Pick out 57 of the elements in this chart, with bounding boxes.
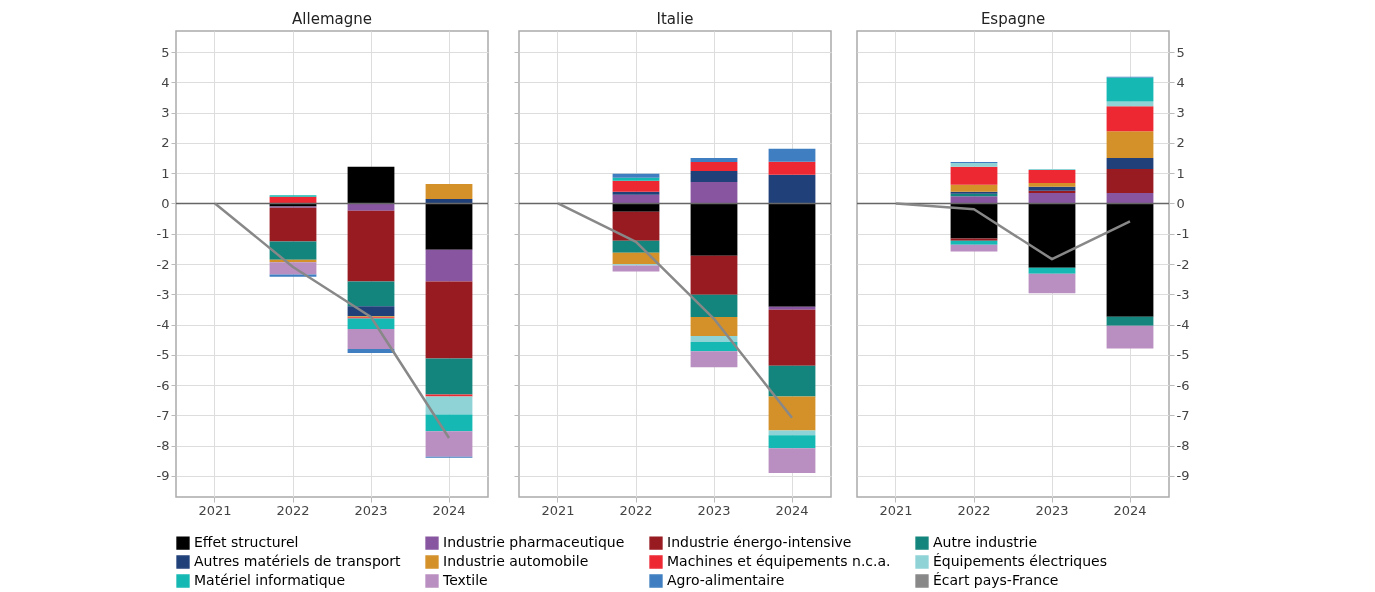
y2-tick-label: -8	[1176, 438, 1190, 454]
chart-title: Allemagne	[292, 10, 372, 28]
y-tick-label: 4	[161, 74, 170, 90]
y-tick-label: 3	[161, 105, 170, 121]
y2-tick-label: -1	[1176, 226, 1190, 242]
y-tick-label: 2	[161, 135, 170, 151]
legend-label: Textile	[442, 572, 488, 588]
y2-tick-label: -2	[1176, 256, 1190, 272]
y-tick-label: -5	[156, 347, 170, 363]
y-tick-label: -2	[156, 256, 170, 272]
y2-tick-label: -6	[1176, 377, 1190, 393]
y2-tick-label: -7	[1176, 407, 1190, 423]
y2-tick-label: -5	[1176, 347, 1190, 363]
y2-tick-label: -4	[1176, 317, 1190, 333]
y-tick-label: -8	[156, 438, 170, 454]
legend-label: Équipements électriques	[933, 553, 1107, 569]
x-tick-label: 2022	[619, 502, 653, 518]
legend-label: Industrie automobile	[443, 553, 589, 569]
legend-label: Autres matériels de transport	[194, 553, 402, 569]
x-tick-label: 2021	[879, 502, 913, 518]
legend-label: Industrie pharmaceutique	[443, 534, 625, 551]
chart-title: Italie	[656, 10, 694, 28]
x-tick-label: 2023	[697, 502, 731, 518]
y-tick-label: -6	[156, 377, 170, 393]
legend-label: Matériel informatique	[194, 572, 346, 588]
y2-tick-label: 4	[1176, 74, 1185, 90]
y-tick-label: -7	[156, 407, 170, 423]
y2-tick-label: 5	[1176, 44, 1185, 60]
x-tick-label: 2023	[354, 502, 388, 518]
legend-label: Industrie énergo-intensive	[667, 534, 852, 551]
x-tick-label: 2023	[1035, 502, 1069, 518]
x-tick-label: 2021	[541, 502, 575, 518]
legend-label: Agro-alimentaire	[667, 572, 785, 588]
x-tick-label: 2024	[775, 502, 809, 518]
legend-label: Autre industrie	[933, 534, 1038, 551]
legend-label: Écart pays-France	[933, 572, 1059, 588]
legend-label: Machines et équipements n.c.a.	[667, 553, 891, 569]
x-tick-label: 2022	[276, 502, 310, 518]
x-tick-label: 2021	[198, 502, 232, 518]
y-tick-label: 1	[161, 165, 170, 181]
y2-tick-label: -9	[1176, 468, 1190, 484]
y-tick-label: 5	[161, 44, 170, 60]
x-tick-label: 2024	[1113, 502, 1147, 518]
chart-title: Espagne	[980, 10, 1046, 28]
y2-tick-label: 3	[1176, 105, 1185, 121]
y-tick-label: 0	[161, 195, 170, 211]
y-tick-label: -1	[156, 226, 170, 242]
x-tick-label: 2024	[432, 502, 466, 518]
x-tick-label: 2022	[957, 502, 991, 518]
y2-tick-label: 2	[1176, 135, 1185, 151]
legend-label: Effet structurel	[194, 534, 299, 551]
y-tick-label: -9	[156, 468, 170, 484]
y-tick-label: -4	[156, 317, 170, 333]
y-tick-label: -3	[156, 286, 170, 302]
y2-tick-label: -3	[1176, 286, 1190, 302]
y2-tick-label: 0	[1176, 195, 1185, 211]
y2-tick-label: 1	[1176, 165, 1185, 181]
